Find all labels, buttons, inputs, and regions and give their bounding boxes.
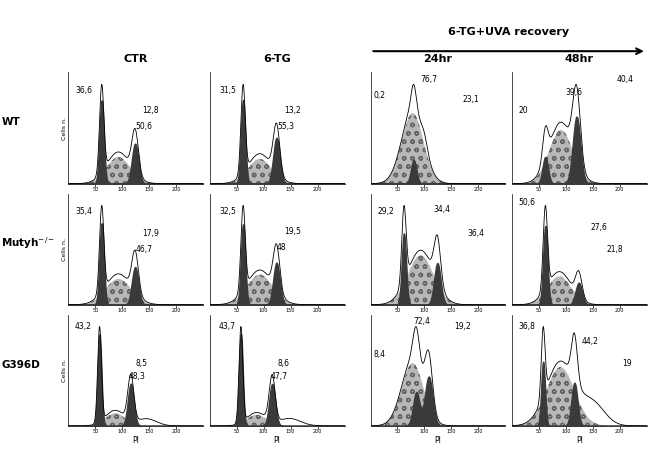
Text: 6-TG: 6-TG (263, 54, 291, 64)
Text: WT: WT (1, 117, 20, 127)
Y-axis label: Cells n.: Cells n. (62, 238, 67, 260)
Text: 6-TG+UVA recovery: 6-TG+UVA recovery (448, 27, 569, 37)
Text: 48hr: 48hr (565, 54, 594, 64)
Text: 35,4: 35,4 (75, 207, 92, 216)
X-axis label: PI: PI (576, 436, 583, 445)
Text: 19,2: 19,2 (454, 323, 471, 331)
Text: 0,2: 0,2 (373, 91, 385, 100)
X-axis label: PI: PI (132, 436, 139, 445)
Text: 50,6: 50,6 (136, 122, 153, 131)
Text: 47,7: 47,7 (270, 372, 287, 381)
Text: 36,4: 36,4 (467, 229, 485, 238)
Text: 19,5: 19,5 (284, 227, 301, 236)
Text: 43,7: 43,7 (219, 323, 236, 331)
Text: 50,6: 50,6 (519, 198, 536, 207)
Text: 17,9: 17,9 (142, 229, 159, 238)
Text: 40,4: 40,4 (617, 75, 634, 84)
Text: 8,4: 8,4 (373, 350, 385, 359)
X-axis label: PI: PI (434, 436, 441, 445)
Text: 29,2: 29,2 (377, 207, 394, 216)
Text: 72,4: 72,4 (413, 317, 430, 326)
Text: G396D: G396D (1, 360, 40, 370)
Text: 36,6: 36,6 (75, 86, 92, 95)
Text: 32,5: 32,5 (219, 207, 236, 216)
Text: 46,7: 46,7 (136, 245, 153, 254)
Text: 36,8: 36,8 (519, 323, 536, 331)
Y-axis label: Cells n.: Cells n. (62, 116, 67, 140)
Text: 34,4: 34,4 (434, 205, 451, 213)
Text: 27,6: 27,6 (590, 223, 607, 232)
Text: 8,5: 8,5 (136, 359, 148, 368)
Text: 12,8: 12,8 (142, 106, 159, 115)
Text: 21,8: 21,8 (606, 245, 623, 254)
Text: CTR: CTR (124, 54, 148, 64)
Text: Mutyh$^{-/-}$: Mutyh$^{-/-}$ (1, 236, 55, 251)
Text: 19: 19 (623, 359, 632, 368)
Text: 8,6: 8,6 (277, 359, 289, 368)
Text: 48,3: 48,3 (129, 372, 146, 381)
Text: 23,1: 23,1 (462, 95, 479, 104)
Text: 31,5: 31,5 (219, 86, 236, 95)
Text: 43,2: 43,2 (75, 323, 92, 331)
Text: 13,2: 13,2 (284, 106, 300, 115)
Text: 39,6: 39,6 (566, 88, 583, 97)
Text: 44,2: 44,2 (582, 337, 599, 346)
Text: 20: 20 (519, 106, 528, 115)
Text: 48: 48 (277, 243, 287, 252)
X-axis label: PI: PI (274, 436, 281, 445)
Text: 76,7: 76,7 (421, 75, 437, 84)
Y-axis label: Cells n.: Cells n. (62, 359, 67, 382)
Text: 24hr: 24hr (423, 54, 452, 64)
Text: 55,3: 55,3 (277, 122, 294, 131)
